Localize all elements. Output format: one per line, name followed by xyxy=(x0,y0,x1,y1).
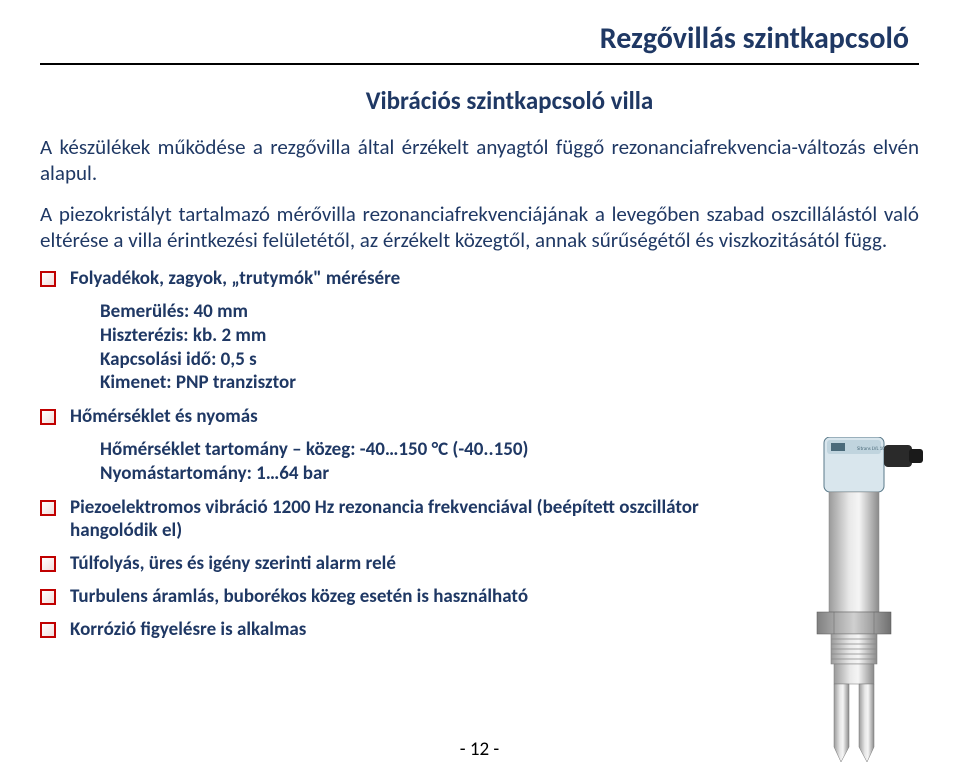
bullet-1: Folyadékok, zagyok, „trutymók" mérésére xyxy=(40,267,730,290)
detail-line: Bemerülés: 40 mm xyxy=(100,300,730,324)
page-number: - 12 - xyxy=(0,738,959,761)
detail-line: Hiszterézis: kb. 2 mm xyxy=(100,324,730,348)
bullet-6-text: Korrózió figyelésre is alkalmas xyxy=(70,618,306,641)
svg-text:Sitrans LVL 100: Sitrans LVL 100 xyxy=(857,446,888,452)
detail-line: Hőmérséklet tartomány – közeg: -40…150 °… xyxy=(100,438,730,462)
bullet-icon xyxy=(40,622,56,638)
intro-paragraph-2: A piezokristályt tartalmazó mérővilla re… xyxy=(40,201,919,254)
bullet-2: Hőmérséklet és nyomás xyxy=(40,405,730,428)
detail-line: Kimenet: PNP tranzisztor xyxy=(100,371,730,395)
bullet-1-details: Bemerülés: 40 mm Hiszterézis: kb. 2 mm K… xyxy=(100,300,730,395)
divider xyxy=(40,63,919,65)
bullet-2-title: Hőmérséklet és nyomás xyxy=(70,405,258,428)
detail-line: Nyomástartomány: 1…64 bar xyxy=(100,462,730,486)
bullet-icon xyxy=(40,556,56,572)
intro-paragraph-1: A készülékek működése a rezgővilla által… xyxy=(40,134,919,187)
bullet-5-text: Turbulens áramlás, buborékos közeg eseté… xyxy=(70,585,528,608)
section-subtitle: Vibrációs szintkapcsoló villa xyxy=(40,85,919,116)
bullet-4: Túlfolyás, üres és igény szerinti alarm … xyxy=(40,552,730,575)
device-image: Sitrans LVL 100 xyxy=(779,437,929,767)
bullet-icon xyxy=(40,500,56,516)
bullet-list: Folyadékok, zagyok, „trutymók" mérésére … xyxy=(40,267,730,641)
bullet-6: Korrózió figyelésre is alkalmas xyxy=(40,618,730,641)
page-title: Rezgővillás szintkapcsoló xyxy=(40,20,919,63)
bullet-3: Piezoelektromos vibráció 1200 Hz rezonan… xyxy=(40,496,730,542)
bullet-5: Turbulens áramlás, buborékos közeg eseté… xyxy=(40,585,730,608)
bullet-4-text: Túlfolyás, üres és igény szerinti alarm … xyxy=(70,552,396,575)
bullet-icon xyxy=(40,589,56,605)
bullet-2-details: Hőmérséklet tartomány – közeg: -40…150 °… xyxy=(100,438,730,486)
bullet-icon xyxy=(40,271,56,287)
bullet-1-title: Folyadékok, zagyok, „trutymók" mérésére xyxy=(70,267,400,290)
bullet-icon xyxy=(40,409,56,425)
content-area: Folyadékok, zagyok, „trutymók" mérésére … xyxy=(40,267,919,641)
detail-line: Kapcsolási idő: 0,5 s xyxy=(100,348,730,372)
bullet-3-text: Piezoelektromos vibráció 1200 Hz rezonan… xyxy=(70,496,730,542)
